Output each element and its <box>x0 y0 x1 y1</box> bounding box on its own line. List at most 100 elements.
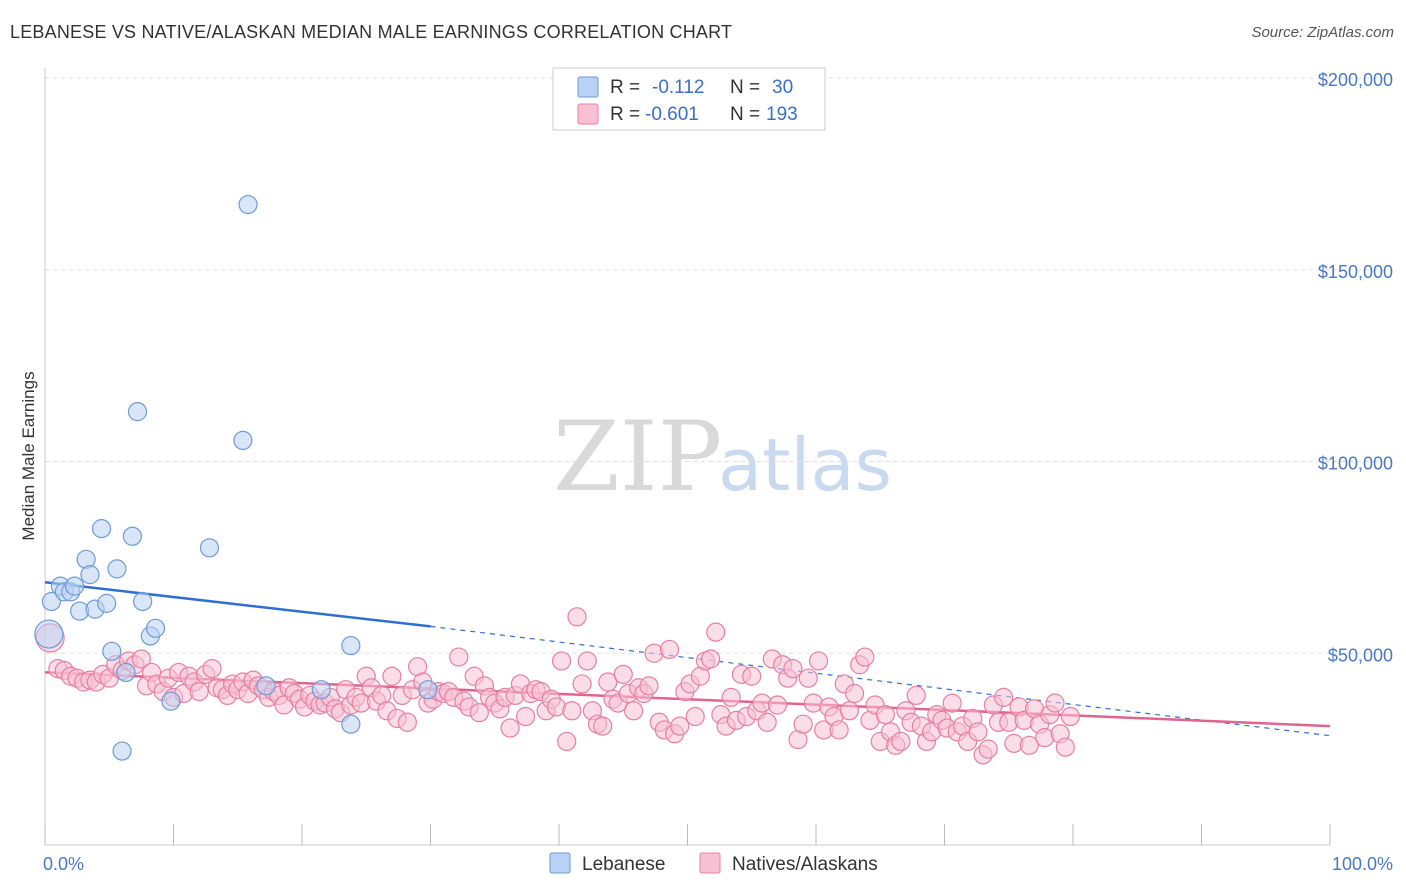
point-natives <box>839 701 860 721</box>
watermark-zip: ZIP <box>553 401 722 513</box>
point-natives <box>1019 735 1039 755</box>
legend-r-label-natives: R = <box>610 104 640 125</box>
point-natives <box>968 722 988 742</box>
point-lebanese <box>91 519 112 539</box>
point-natives <box>593 716 613 736</box>
point-natives <box>202 658 222 679</box>
legend-n-value-lebanese: 30 <box>772 77 793 98</box>
point-natives <box>397 712 417 732</box>
point-natives <box>623 701 644 721</box>
gridlines <box>45 77 1392 654</box>
point-natives <box>685 706 705 727</box>
data-points <box>34 194 1081 765</box>
legend-n-value-natives: 193 <box>766 104 798 125</box>
point-lebanese <box>127 402 148 422</box>
bottom-legend-lebanese: Lebanese <box>582 854 665 875</box>
point-natives <box>500 718 520 738</box>
legend-n-label-natives: N = <box>730 104 760 125</box>
point-lebanese <box>418 680 438 700</box>
point-lebanese <box>256 676 276 696</box>
bottom-legend-natives: Natives/Alaskans <box>732 854 878 875</box>
legend-swatch-natives <box>577 103 599 125</box>
point-natives <box>469 703 489 723</box>
point-lebanese <box>112 741 132 761</box>
point-lebanese <box>233 430 253 451</box>
point-natives <box>701 649 721 669</box>
point-natives <box>906 685 926 706</box>
point-lebanese <box>145 618 166 638</box>
point-natives <box>875 705 895 725</box>
point-lebanese <box>161 691 181 711</box>
point-natives <box>557 731 577 752</box>
point-lebanese <box>80 565 100 585</box>
legend-swatch-lebanese <box>577 76 599 98</box>
point-natives <box>659 639 680 660</box>
y-tick-label: $100,000 <box>1318 454 1393 474</box>
point-natives <box>891 731 911 752</box>
y-tick-label: $150,000 <box>1318 262 1393 282</box>
point-natives <box>449 647 469 667</box>
point-lebanese <box>238 194 258 215</box>
point-natives <box>515 706 536 727</box>
point-lebanese <box>116 662 136 683</box>
point-lebanese <box>341 635 361 656</box>
point-lebanese <box>64 576 85 596</box>
bottom-legend: Lebanese Natives/Alaskans <box>549 852 878 875</box>
point-natives <box>598 672 618 692</box>
point-natives <box>742 666 762 686</box>
point-natives <box>567 607 587 627</box>
point-natives <box>577 651 597 671</box>
point-lebanese <box>133 591 153 612</box>
bottom-legend-swatch-natives <box>699 852 721 874</box>
legend: R = -0.112 N = 30 R = -0.601 N = 193 <box>552 67 826 131</box>
point-natives <box>613 664 633 684</box>
point-natives <box>670 716 690 736</box>
point-lebanese <box>311 680 331 700</box>
point-lebanese <box>122 526 142 546</box>
y-tick-label: $50,000 <box>1328 645 1393 665</box>
point-natives <box>767 695 788 715</box>
point-natives <box>639 676 659 696</box>
point-natives <box>978 739 998 759</box>
point-lebanese <box>34 619 64 649</box>
point-natives <box>721 687 741 707</box>
x-tick-label-end: 100.0% <box>1332 854 1393 874</box>
point-lebanese <box>341 714 361 734</box>
y-tick-label: $200,000 <box>1318 70 1393 90</box>
point-lebanese <box>41 591 62 612</box>
point-natives <box>1060 706 1081 727</box>
point-natives <box>942 693 962 713</box>
point-natives <box>994 687 1014 707</box>
point-natives <box>562 701 582 721</box>
trend-line-lebanese-extrapolated <box>430 625 1331 737</box>
point-natives <box>793 714 813 734</box>
chart-title: LEBANESE VS NATIVE/ALASKAN MEDIAN MALE E… <box>10 22 733 42</box>
point-natives <box>382 666 402 686</box>
point-lebanese <box>97 593 117 613</box>
point-natives <box>131 649 151 669</box>
source-credit: Source: ZipAtlas.com <box>1251 24 1394 41</box>
tick-labels: $50,000 $100,000 $150,000 $200,000 0.0% 100.0… <box>43 70 1393 874</box>
point-natives <box>844 683 865 704</box>
point-lebanese <box>107 559 127 579</box>
point-natives <box>829 720 849 740</box>
point-lebanese <box>199 538 220 558</box>
legend-r-value-natives: -0.601 <box>645 104 699 125</box>
x-tick-label-start: 0.0% <box>43 854 84 874</box>
point-natives <box>189 681 209 702</box>
y-axis-label: Median Male Earnings <box>19 371 38 540</box>
watermark-atlas: atlas <box>718 423 892 507</box>
point-natives <box>1055 737 1075 757</box>
axes <box>44 68 1331 846</box>
legend-n-label-lebanese: N = <box>730 77 760 98</box>
bottom-legend-swatch-lebanese <box>549 852 571 874</box>
point-natives <box>798 668 818 688</box>
point-lebanese <box>102 641 122 661</box>
legend-r-value-lebanese: -0.112 <box>652 77 704 98</box>
legend-r-label-lebanese: R = <box>610 77 640 98</box>
point-natives <box>1045 693 1065 713</box>
point-natives <box>706 622 726 642</box>
point-natives <box>808 651 829 671</box>
point-natives <box>551 651 572 671</box>
